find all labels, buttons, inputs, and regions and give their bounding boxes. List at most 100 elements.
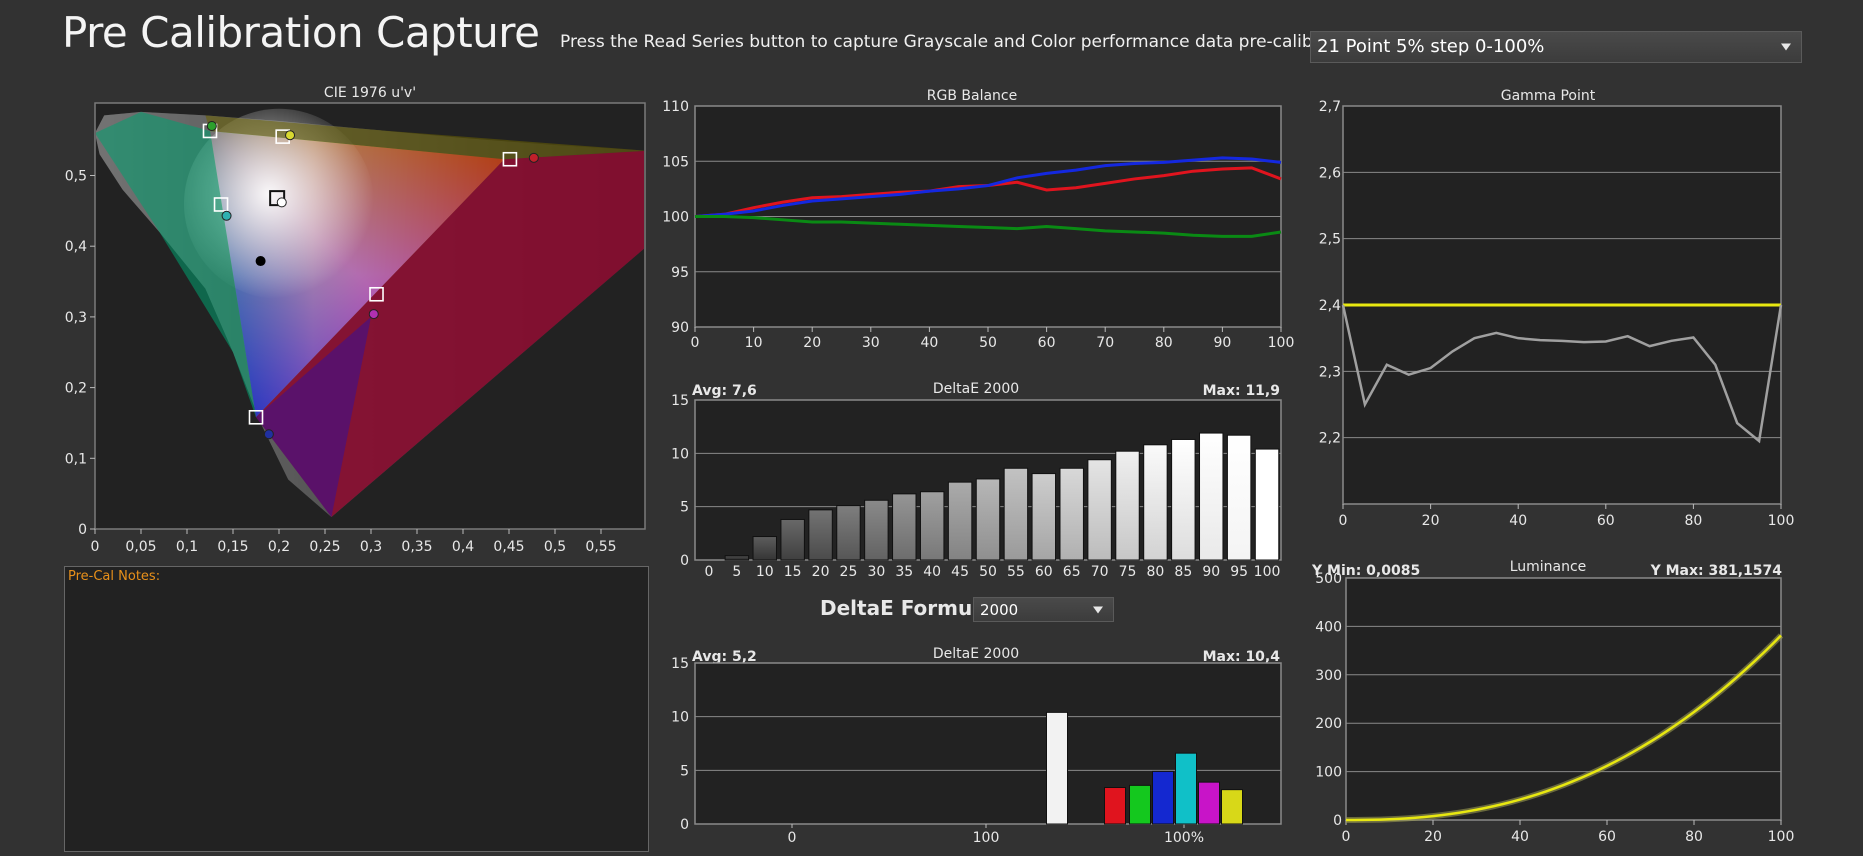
color-de-max: Max: 10,4 — [1203, 649, 1281, 665]
gray-de-bar — [752, 536, 777, 561]
cie-x-tick-label: 0,15 — [217, 539, 248, 555]
gray-de-x-tick-label: 15 — [784, 564, 802, 580]
cie-y-tick-label: 0,1 — [65, 451, 87, 467]
gray-de-x-tick-label: 30 — [867, 564, 885, 580]
gray-de-x-tick-label: 95 — [1230, 564, 1248, 580]
gray-de-y-tick-label: 0 — [680, 553, 689, 569]
color-de-title: DeltaE 2000 — [933, 646, 1019, 662]
gray-de-x-tick-label: 70 — [1091, 564, 1109, 580]
deltae-formula-select[interactable]: 2000 — [973, 597, 1114, 622]
color-de-y-tick-label: 5 — [680, 763, 689, 779]
cie-cyan-region — [96, 111, 256, 418]
gray-de-x-tick-label: 65 — [1063, 564, 1081, 580]
gray-de-y-tick-label: 15 — [671, 393, 689, 409]
gray-de-x-tick-label: 10 — [756, 564, 774, 580]
gray-de-bar — [919, 491, 945, 561]
cie-yellow-region — [205, 115, 644, 160]
instructions-text: Press the Read Series button to capture … — [560, 32, 1369, 52]
cie-measured-red — [528, 152, 539, 163]
luminance-target-line — [1345, 634, 1782, 822]
cie-target-magenta — [369, 286, 384, 302]
gray-de-bar — [1115, 450, 1140, 561]
luminance-ymax: Y Max: 381,1574 — [1650, 563, 1783, 579]
luminance-y-tick-label: 200 — [1315, 716, 1342, 732]
color-de-y-tick-label: 0 — [680, 817, 689, 833]
gray-de-x-tick-label: 50 — [979, 564, 997, 580]
gamma-measured-line — [1341, 304, 1783, 444]
color-de-bar-magenta — [1198, 781, 1220, 825]
gray-de-x-tick-label: 90 — [1202, 564, 1220, 580]
gray-de-bar — [780, 518, 805, 561]
gray-de-bar — [892, 493, 917, 561]
gray-de-bar — [808, 509, 833, 561]
luminance-title: Luminance — [1510, 559, 1587, 575]
luminance-x-tick-label: 0 — [1342, 829, 1351, 845]
series-select[interactable]: 21 Point 5% step 0-100% — [1310, 31, 1802, 63]
gray-de-x-tick-label: 25 — [840, 564, 858, 580]
luminance-x-tick-label: 60 — [1598, 829, 1616, 845]
rgb-x-tick-label: 40 — [920, 335, 938, 351]
cie-measured-yellow — [285, 130, 296, 141]
luminance-ymin: Y Min: 0,0085 — [1311, 563, 1420, 579]
luminance-y-tick-label: 100 — [1315, 765, 1342, 781]
gray-de-avg: Avg: 7,6 — [692, 383, 757, 399]
color-de-bar-green — [1129, 784, 1151, 825]
cie-title: CIE 1976 u'v' — [324, 85, 416, 101]
gamma-y-tick-label: 2,2 — [1319, 431, 1341, 447]
rgb-series-line — [694, 156, 1282, 218]
luminance-x-tick-label: 40 — [1511, 829, 1529, 845]
color-de-y-tick-label: 15 — [671, 656, 689, 672]
rgb-x-tick-label: 100 — [1268, 335, 1295, 351]
cie-measured-magenta — [368, 309, 379, 320]
cie-x-tick-label: 0,2 — [268, 539, 290, 555]
luminance-x-tick-label: 20 — [1424, 829, 1442, 845]
gamma-x-tick-label: 0 — [1339, 513, 1348, 529]
cie-target-blue — [248, 409, 264, 425]
rgb-x-tick-label: 10 — [745, 335, 763, 351]
cie-y-tick-label: 0,3 — [65, 310, 87, 326]
gray-de-x-tick-label: 45 — [951, 564, 969, 580]
gray-de-x-tick-label: 75 — [1119, 564, 1137, 580]
color-de-bar-blue — [1152, 770, 1174, 825]
gray-de-bar — [836, 505, 861, 561]
gray-de-y-tick-label: 10 — [671, 446, 689, 462]
gamma-y-tick-label: 2,7 — [1319, 99, 1341, 115]
cie-x-tick-label: 0,1 — [176, 539, 198, 555]
gray-de-bar — [1254, 448, 1280, 561]
cie-y-tick-label: 0,2 — [65, 381, 87, 397]
gamma-x-tick-label: 60 — [1597, 513, 1615, 529]
cie-x-tick-label: 0,05 — [125, 539, 156, 555]
gamma-title: Gamma Point — [1501, 88, 1596, 104]
series-select-value: 21 Point 5% step 0-100% — [1317, 36, 1545, 57]
cie-y-tick-label: 0,4 — [65, 239, 87, 255]
rgb-x-tick-label: 50 — [979, 335, 997, 351]
cie-measured-cyan — [221, 210, 232, 221]
gray-de-x-tick-label: 55 — [1007, 564, 1025, 580]
cie-x-tick-label: 0,3 — [360, 539, 382, 555]
color-de-x-tick-label: 100% — [1164, 830, 1204, 846]
notes-label: Pre-Cal Notes: — [68, 569, 161, 584]
rgb-y-tick-label: 90 — [671, 320, 689, 336]
gray-de-bar — [1003, 467, 1029, 561]
cie-target-cyan — [213, 197, 229, 212]
cie-purple-region — [256, 316, 371, 517]
gray-de-x-tick-label: 85 — [1174, 564, 1192, 580]
rgb-x-tick-label: 20 — [803, 335, 821, 351]
rgb-x-tick-label: 90 — [1213, 335, 1231, 351]
rgb-y-tick-label: 100 — [662, 210, 689, 226]
luminance-y-tick-label: 0 — [1333, 813, 1342, 829]
gray-de-x-tick-label: 100 — [1254, 564, 1281, 580]
gray-de-bar — [1143, 444, 1168, 561]
rgb-y-tick-label: 95 — [671, 265, 689, 281]
gamma-y-tick-label: 2,5 — [1319, 232, 1341, 248]
rgb-title: RGB Balance — [927, 88, 1017, 104]
color-de-x-tick-label: 0 — [788, 830, 797, 846]
gray-de-bar — [1059, 467, 1084, 561]
pre-cal-notes[interactable]: Pre-Cal Notes: — [64, 566, 649, 852]
gray-de-x-tick-label: 20 — [812, 564, 830, 580]
gray-de-x-tick-label: 35 — [895, 564, 913, 580]
cie-x-tick-label: 0,25 — [309, 539, 340, 555]
chevron-down-icon — [1781, 43, 1791, 51]
rgb-y-tick-label: 105 — [662, 154, 689, 170]
gray-de-bar — [1199, 432, 1224, 561]
